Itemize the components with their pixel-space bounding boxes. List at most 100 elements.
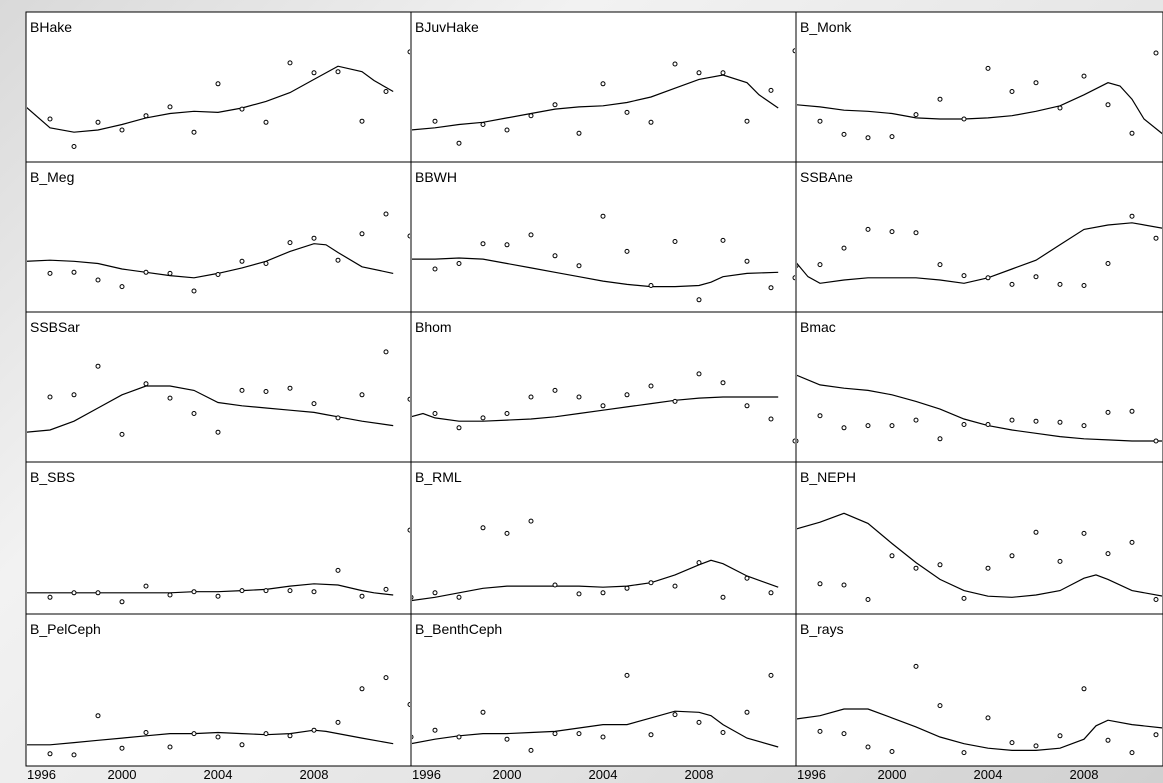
data-point: [432, 118, 438, 124]
smoother-line: [412, 710, 779, 748]
data-point: [1105, 261, 1111, 266]
data-point: [696, 70, 702, 76]
data-point: [167, 592, 173, 598]
data-point: [215, 81, 221, 87]
data-point: [407, 702, 410, 707]
data-point: [600, 590, 606, 596]
data-point: [1105, 102, 1111, 108]
data-point: [1009, 417, 1015, 423]
panel-b-rays: B_rays: [795, 613, 1163, 767]
data-point: [167, 744, 173, 750]
data-point: [1105, 737, 1111, 743]
smoother-line: [797, 708, 1162, 751]
data-point: [552, 253, 558, 259]
data-point: [817, 118, 823, 124]
data-point: [311, 235, 317, 241]
data-point: [407, 233, 410, 239]
data-point: [792, 275, 795, 281]
data-point: [335, 567, 341, 573]
data-point: [797, 263, 799, 268]
data-point: [797, 438, 799, 444]
data-point: [412, 595, 414, 600]
data-point: [1153, 50, 1159, 56]
data-point: [744, 709, 750, 715]
data-point: [841, 245, 847, 251]
data-point: [119, 284, 125, 290]
smoother-line: [412, 74, 779, 131]
panel-title: SSBAne: [800, 169, 853, 185]
panel-frame: [795, 161, 1163, 313]
data-point: [456, 734, 462, 740]
x-tick-label: 2004: [204, 767, 233, 782]
data-point: [937, 562, 943, 568]
data-point: [648, 383, 654, 389]
data-point: [359, 593, 365, 599]
panel-b-sbs: B_SBS: [25, 461, 412, 615]
data-point: [961, 422, 967, 427]
smoother-line: [412, 559, 779, 602]
smoother-line: [797, 222, 1162, 284]
data-point: [576, 263, 582, 269]
panel-frame: [25, 161, 412, 313]
data-point: [889, 134, 895, 140]
data-point: [696, 719, 702, 725]
data-point: [865, 597, 871, 602]
panel-b-meg: B_Meg: [25, 161, 412, 313]
data-point: [383, 349, 389, 355]
data-point: [1033, 274, 1039, 280]
data-point: [407, 396, 410, 402]
x-tick-label: 2008: [300, 767, 329, 782]
data-point: [1081, 686, 1087, 692]
data-point: [1009, 89, 1015, 94]
data-point: [768, 590, 774, 596]
data-point: [1153, 732, 1159, 738]
data-point: [889, 229, 895, 235]
data-point: [768, 87, 774, 93]
data-point: [648, 119, 654, 125]
panel-bhom: Bhom: [410, 311, 797, 463]
data-point: [744, 258, 750, 264]
smoother-line: [412, 396, 779, 422]
data-point: [1033, 529, 1039, 535]
panel-frame: [795, 613, 1163, 767]
data-point: [504, 242, 510, 248]
panel-frame: [410, 11, 797, 163]
data-point: [359, 392, 365, 398]
data-point: [913, 230, 919, 236]
data-point: [456, 425, 462, 431]
data-point: [528, 394, 534, 400]
smoother-line: [797, 82, 1162, 135]
data-point: [287, 60, 293, 66]
data-point: [1129, 213, 1135, 219]
x-tick-label: 1996: [797, 767, 826, 782]
data-point: [239, 387, 245, 393]
data-point: [648, 732, 654, 738]
data-point: [191, 589, 197, 595]
data-point: [1009, 740, 1015, 746]
data-point: [696, 297, 702, 303]
data-point: [239, 588, 245, 594]
data-point: [47, 116, 53, 122]
data-point: [913, 417, 919, 423]
panel-bjuvhake: BJuvHake: [410, 11, 797, 163]
data-point: [624, 392, 630, 398]
data-point: [889, 553, 895, 559]
data-point: [480, 709, 486, 715]
panel-frame: [795, 311, 1163, 463]
data-point: [119, 745, 125, 751]
data-point: [1129, 408, 1135, 414]
panel-b-monk: B_Monk: [795, 11, 1163, 163]
data-point: [383, 89, 389, 94]
x-tick-label: 1996: [412, 767, 441, 782]
data-point: [528, 518, 534, 524]
data-point: [383, 675, 389, 681]
data-point: [191, 411, 197, 416]
data-point: [119, 599, 125, 605]
data-point: [985, 422, 991, 427]
x-tick-label: 2004: [974, 767, 1003, 782]
data-point: [335, 719, 341, 725]
data-point: [215, 734, 221, 740]
data-point: [817, 581, 823, 587]
data-point: [504, 411, 510, 416]
